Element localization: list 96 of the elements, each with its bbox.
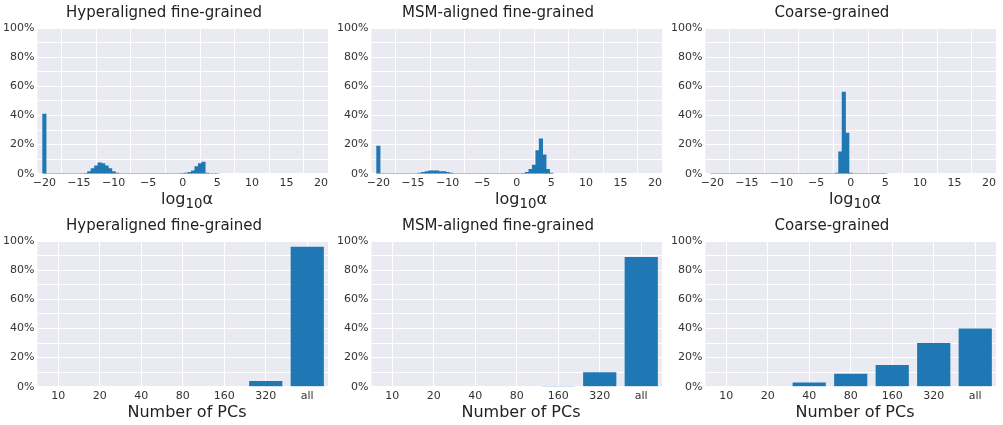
x-tick-label: −5 [474,176,491,190]
x-tick-label: 80 [509,388,524,402]
x-tick-label: −15 [735,176,759,190]
x-tick-label: −20 [366,176,390,190]
y-tick-label: 40% [677,320,703,334]
x-tick-label: 5 [547,176,555,190]
x-tick-label: 40 [468,388,483,402]
x-tick-label: 20 [648,176,663,190]
x-tick-label: all [300,388,314,402]
y-tick-label: 0% [350,379,369,393]
x-tick-label: −5 [808,176,825,190]
y-tick-label: 20% [677,137,703,151]
y-tick-label: 0% [16,379,35,393]
x-tick-label: −5 [140,176,157,190]
x-tick-label: −10 [101,176,126,190]
chart-title: Coarse-grained [774,215,890,234]
y-tick-label: 100% [2,233,35,247]
y-tick-label: 80% [9,262,35,276]
x-tick-label: 15 [613,176,628,190]
x-tick-label: all [634,388,648,402]
x-tick-label: 0 [513,176,521,190]
x-tick-label: 320 [589,388,611,402]
x-axis-title: log$_{10}$α [160,189,214,214]
y-tick-label: 0% [16,166,35,180]
x-axis-title: log$_{10}$α [828,189,882,214]
x-tick-label: 40 [134,388,149,402]
y-tick-label: 60% [343,291,369,305]
x-tick-label: 5 [881,176,889,190]
y-tick-label: 40% [343,108,369,122]
x-tick-label: 160 [213,388,235,402]
x-tick-label: 0 [847,176,855,190]
chart-title: MSM-aligned fine-grained [402,215,594,234]
y-tick-label: 80% [9,50,35,64]
y-tick-label: 0% [684,379,703,393]
x-tick-label: 20 [314,176,329,190]
x-tick-label: −20 [32,176,56,190]
chart-title: Hyperaligned fine-grained [65,2,263,21]
x-tick-label: all [968,388,982,402]
x-axis-title: log$_{10}$α [494,189,548,214]
x-tick-label: 20 [982,176,997,190]
x-tick-label: 5 [213,176,221,190]
x-tick-label: 10 [385,388,400,402]
x-tick-label: 10 [578,176,593,190]
y-tick-label: 100% [670,20,703,34]
x-tick-label: −20 [700,176,724,190]
x-tick-label: 10 [719,388,734,402]
y-tick-label: 40% [343,320,369,334]
y-tick-label: 60% [9,79,35,93]
y-tick-label: 100% [2,20,35,34]
chart-title: Coarse-grained [774,2,890,21]
x-tick-label: 80 [175,388,190,402]
x-axis-title: Number of PCs [460,401,582,421]
y-tick-label: 20% [343,350,369,363]
x-tick-label: 160 [547,388,569,402]
x-tick-label: 15 [279,176,294,190]
x-tick-label: 10 [912,176,927,190]
y-tick-label: 40% [9,108,35,122]
y-tick-label: 60% [677,79,703,93]
x-tick-label: 20 [426,388,441,402]
y-tick-label: 20% [677,350,703,363]
x-tick-label: −15 [67,176,91,190]
x-tick-label: 160 [881,388,903,402]
y-tick-label: 80% [677,50,703,64]
y-tick-label: 20% [9,350,35,363]
y-tick-label: 80% [677,262,703,276]
x-tick-label: 320 [255,388,277,402]
y-tick-label: 0% [350,166,369,180]
y-tick-label: 20% [9,137,35,151]
y-tick-label: 60% [677,291,703,305]
x-tick-label: 10 [51,388,66,402]
y-tick-label: 40% [9,320,35,334]
x-tick-label: −10 [769,176,794,190]
x-tick-label: 20 [760,388,775,402]
y-tick-label: 100% [336,233,369,247]
y-tick-label: 60% [343,79,369,93]
y-tick-label: 0% [684,166,703,180]
y-tick-label: 80% [343,262,369,276]
x-tick-label: −15 [401,176,425,190]
x-tick-label: 20 [92,388,107,402]
y-tick-label: 60% [9,291,35,305]
y-tick-label: 40% [677,108,703,122]
x-tick-label: −10 [435,176,460,190]
chart-title: MSM-aligned fine-grained [402,2,594,21]
x-tick-label: 10 [244,176,259,190]
chart-title: Hyperaligned fine-grained [65,215,263,234]
x-axis-title: Number of PCs [126,401,248,421]
y-tick-label: 100% [670,233,703,247]
x-tick-label: 80 [843,388,858,402]
x-tick-label: 0 [179,176,187,190]
y-tick-label: 100% [336,20,369,34]
y-tick-label: 80% [343,50,369,64]
x-axis-title: Number of PCs [794,401,916,421]
y-tick-label: 20% [343,137,369,151]
x-tick-label: 40 [802,388,817,402]
x-tick-label: 15 [947,176,962,190]
x-tick-label: 320 [923,388,945,402]
